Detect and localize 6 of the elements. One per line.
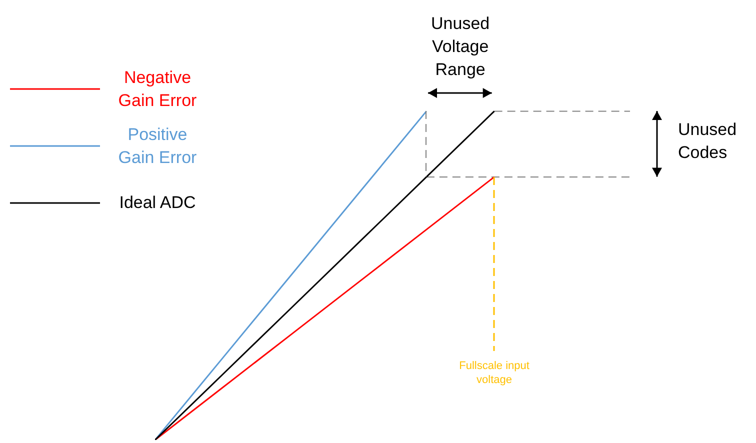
text: Unused Voltage Range <box>430 13 491 81</box>
text: Ideal ADC <box>118 192 197 214</box>
annotation: Fullscale input voltage <box>458 359 530 388</box>
text: Positive Gain Error <box>117 124 198 168</box>
text: Negative Gain Error <box>117 66 198 112</box>
text: Unused Codes <box>678 119 738 164</box>
